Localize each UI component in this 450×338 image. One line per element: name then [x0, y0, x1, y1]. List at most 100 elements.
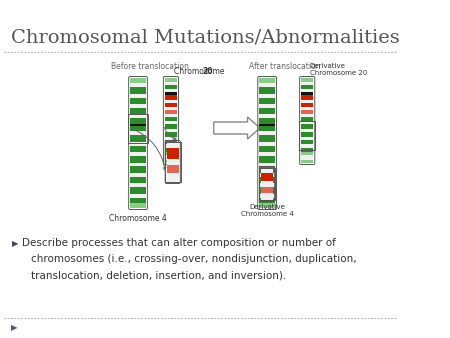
Bar [130, 131, 146, 135]
Bar [259, 118, 275, 123]
Text: translocation, deletion, insertion, and inversion).: translocation, deletion, insertion, and … [31, 270, 286, 280]
Text: Before translocation: Before translocation [111, 62, 189, 71]
Bar [165, 140, 177, 144]
Bar [259, 104, 275, 108]
Bar [259, 83, 275, 87]
Bar [165, 110, 177, 114]
Bar [259, 114, 275, 118]
Bar [259, 123, 275, 126]
Bar [259, 177, 275, 183]
Bar [130, 87, 146, 94]
Bar [259, 87, 275, 94]
Bar [130, 173, 146, 177]
Bar [259, 131, 275, 135]
Bar [301, 152, 314, 155]
Bar [259, 173, 275, 177]
Bar [165, 124, 177, 129]
Bar [301, 148, 314, 152]
Bar [130, 146, 146, 152]
Text: Derivative
Chromosome 20: Derivative Chromosome 20 [310, 63, 367, 76]
Bar [165, 89, 177, 92]
Bar [301, 114, 314, 117]
Bar [165, 85, 177, 89]
Bar [130, 118, 146, 123]
Bar [130, 114, 146, 118]
Bar [165, 132, 177, 137]
Bar [165, 78, 177, 82]
Bar [301, 103, 314, 107]
Bar [259, 163, 275, 166]
Bar [259, 135, 275, 142]
Text: Chromosomal Mutations/Abnormalities: Chromosomal Mutations/Abnormalities [11, 29, 400, 47]
Text: Chromosome: Chromosome [174, 67, 226, 76]
Bar [301, 100, 314, 103]
Bar [166, 148, 179, 159]
Bar [165, 107, 177, 110]
Bar [301, 89, 314, 92]
Bar [130, 104, 146, 108]
Bar [166, 159, 179, 165]
Bar [165, 129, 177, 132]
Bar [130, 166, 146, 173]
Bar [301, 117, 314, 121]
Bar [165, 92, 177, 95]
Text: After translocation: After translocation [249, 62, 321, 71]
Bar [130, 123, 146, 126]
Bar [130, 142, 146, 146]
Bar [259, 94, 275, 97]
Bar [130, 94, 146, 97]
Bar [130, 198, 146, 203]
Bar [301, 85, 314, 89]
Bar [259, 78, 275, 83]
Bar [130, 152, 146, 156]
Bar [130, 97, 146, 104]
Bar [301, 160, 314, 163]
Bar [259, 187, 275, 194]
Bar [130, 183, 146, 187]
Bar [301, 137, 314, 140]
Bar [130, 135, 146, 142]
Bar [130, 163, 146, 166]
Bar [165, 117, 177, 121]
Bar [259, 152, 275, 156]
Bar [165, 121, 177, 124]
Bar [301, 155, 314, 160]
Bar [259, 108, 275, 114]
Bar [165, 114, 177, 117]
FancyArrow shape [214, 117, 260, 139]
Bar [301, 95, 314, 100]
Bar [165, 148, 177, 152]
Bar [301, 140, 314, 144]
Bar [165, 160, 177, 163]
Bar [259, 146, 275, 152]
Bar [130, 83, 146, 87]
Bar [130, 187, 146, 194]
Bar [301, 121, 314, 124]
Text: Derivative
Chromosome 4: Derivative Chromosome 4 [241, 204, 293, 217]
Bar [301, 124, 314, 129]
Bar [301, 144, 314, 148]
Bar [130, 194, 146, 198]
Text: chromosomes (i.e., crossing-over, nondisjunction, duplication,: chromosomes (i.e., crossing-over, nondis… [31, 254, 357, 264]
Bar [166, 173, 179, 182]
Bar [130, 177, 146, 183]
Bar [165, 95, 177, 100]
Bar [259, 142, 275, 146]
Bar [259, 168, 275, 200]
Bar [261, 187, 273, 193]
FancyArrowPatch shape [132, 128, 166, 170]
Bar [259, 198, 275, 203]
Bar [301, 107, 314, 110]
Bar [165, 142, 181, 182]
Bar [165, 100, 177, 103]
Bar [261, 173, 273, 182]
Bar [165, 82, 177, 85]
Bar [130, 126, 146, 131]
FancyArrowPatch shape [165, 127, 176, 140]
Bar [165, 137, 177, 140]
Bar [301, 110, 314, 114]
Bar [259, 203, 275, 208]
Bar [301, 132, 314, 137]
Bar [259, 156, 275, 163]
Bar [259, 166, 275, 173]
